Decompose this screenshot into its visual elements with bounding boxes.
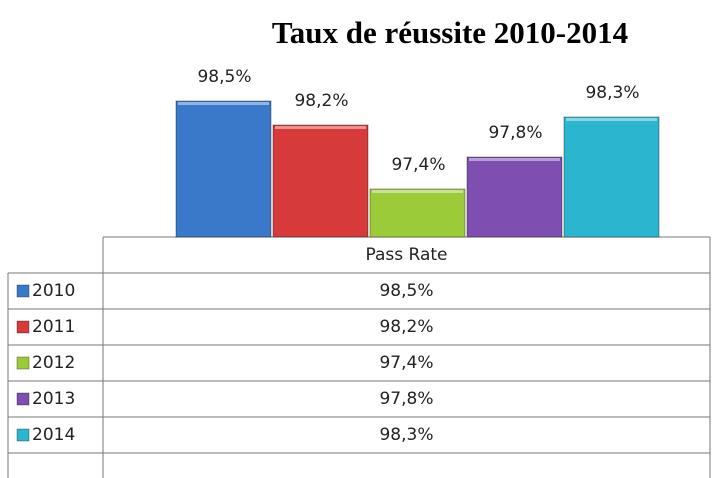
legend-swatch <box>16 428 30 442</box>
legend-swatch <box>16 284 30 298</box>
legend-label: 2010 <box>32 281 75 301</box>
table-cell: 98,5% <box>379 281 433 301</box>
table-header: Pass Rate <box>365 245 447 265</box>
data-label: 98,2% <box>294 91 348 111</box>
data-label: 98,3% <box>585 83 639 103</box>
legend-swatch <box>16 356 30 370</box>
chart-title: Taux de réussite 2010-2014 <box>272 15 628 50</box>
legend-label: 2014 <box>32 425 75 445</box>
bar-highlight <box>469 158 560 161</box>
bar-highlight <box>372 190 463 193</box>
legend-swatch <box>16 320 30 334</box>
table-cell: 97,8% <box>379 389 433 409</box>
bar <box>272 124 369 238</box>
bar <box>369 188 466 238</box>
bar-highlight <box>178 102 269 105</box>
bar <box>466 156 563 238</box>
bar-highlight <box>566 118 657 121</box>
bar-highlight <box>275 126 366 129</box>
table-cell: 98,3% <box>379 425 433 445</box>
bar <box>563 116 660 238</box>
bar <box>175 100 272 238</box>
data-label: 98,5% <box>197 67 251 87</box>
table-cell: 97,4% <box>379 353 433 373</box>
table-cell: 98,2% <box>379 317 433 337</box>
legend-label: 2012 <box>32 353 75 373</box>
legend-label: 2011 <box>32 317 75 337</box>
legend-swatch <box>16 392 30 406</box>
data-label: 97,8% <box>488 123 542 143</box>
data-label: 97,4% <box>391 155 445 175</box>
legend-label: 2013 <box>32 389 75 409</box>
